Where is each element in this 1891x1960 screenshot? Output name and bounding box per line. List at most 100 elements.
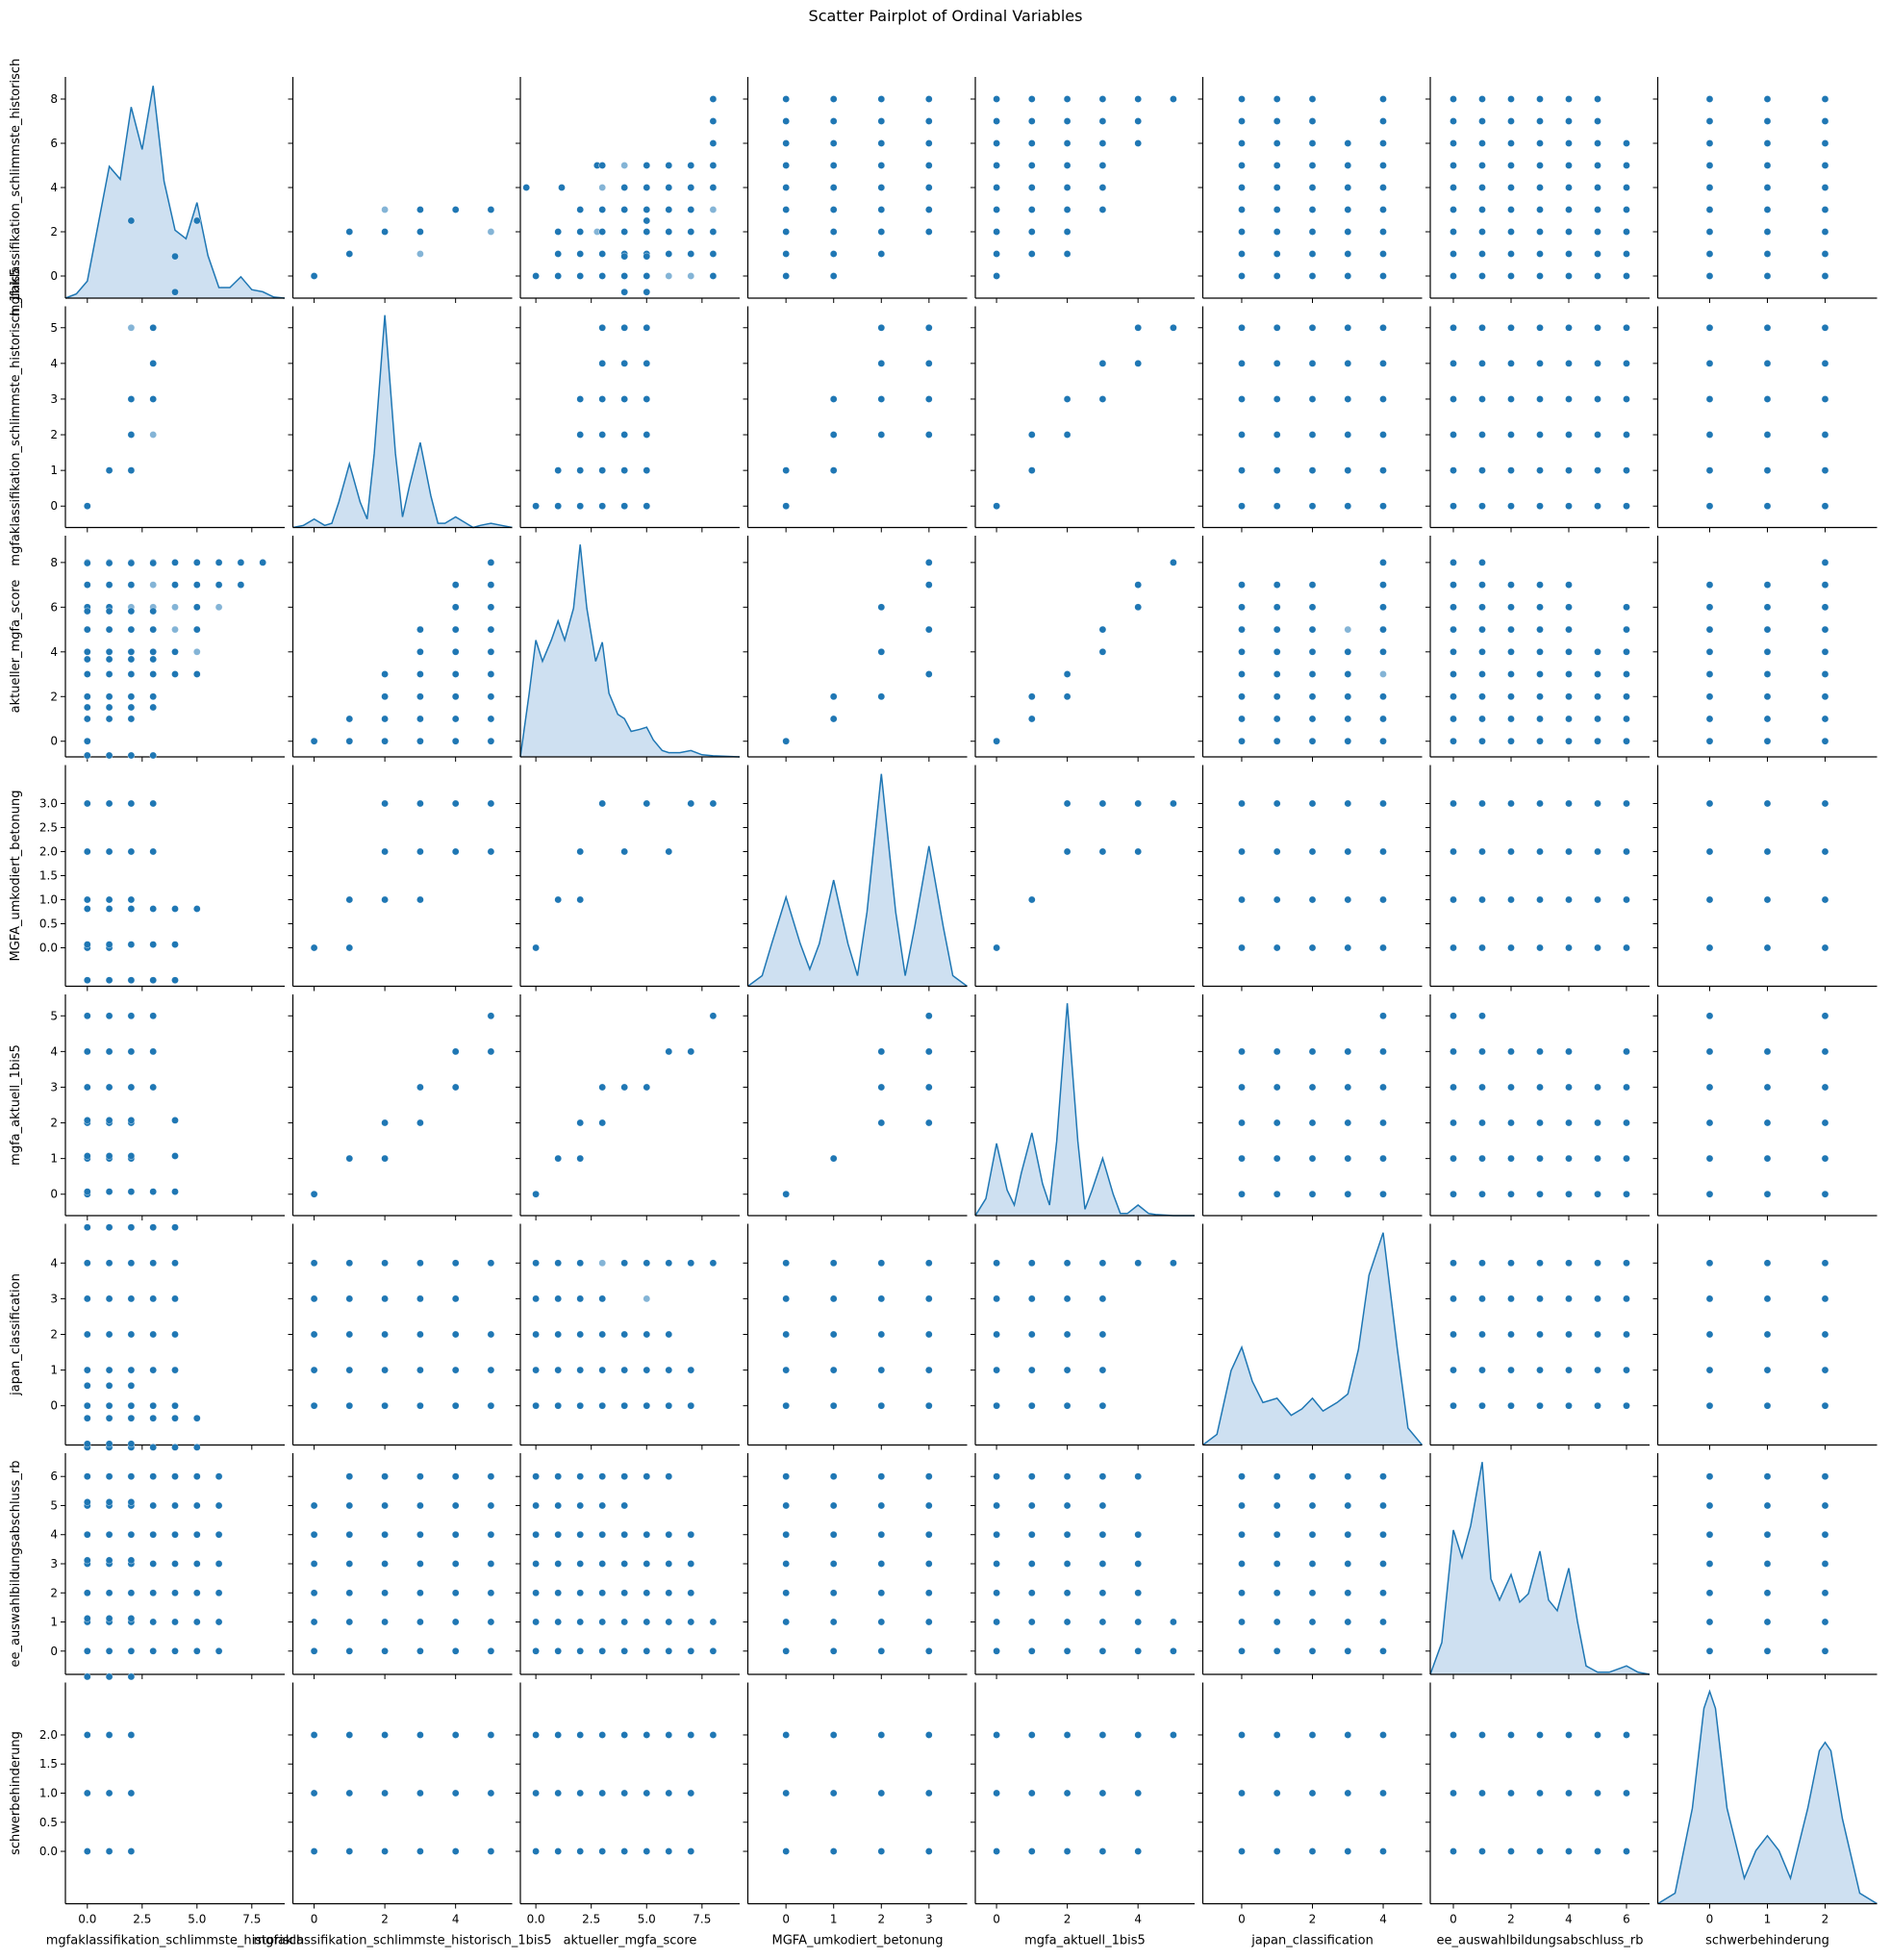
- scatter-point: [149, 905, 157, 913]
- scatter-point: [1098, 139, 1107, 147]
- scatter-point: [84, 1294, 91, 1303]
- scatter-point: [1821, 184, 1829, 191]
- scatter-point: [1028, 95, 1036, 103]
- scatter-point: [1344, 625, 1352, 634]
- kde-line-1: [292, 314, 513, 529]
- x-tick-label: 0: [1450, 1913, 1457, 1926]
- scatter-point: [1238, 799, 1246, 808]
- scatter-point: [1565, 1789, 1573, 1797]
- scatter-point: [665, 228, 673, 236]
- scatter-point: [149, 1223, 157, 1231]
- scatter-point: [687, 1366, 695, 1374]
- scatter-point: [105, 1472, 113, 1480]
- scatter-point: [1450, 943, 1457, 952]
- scatter-point: [1308, 1560, 1317, 1568]
- scatter-point: [1821, 670, 1829, 678]
- scatter-point: [643, 288, 651, 296]
- scatter-point: [1821, 139, 1829, 147]
- scatter-point: [127, 1401, 136, 1410]
- subplot-1-5: [1198, 306, 1423, 533]
- scatter-point: [665, 1401, 673, 1410]
- scatter-point: [345, 1330, 354, 1339]
- scatter-point: [1063, 1789, 1072, 1797]
- scatter-point: [877, 395, 886, 403]
- scatter-point: [345, 1401, 354, 1410]
- scatter-point: [620, 1618, 629, 1626]
- scatter-point: [877, 1731, 886, 1739]
- scatter-point: [598, 228, 607, 236]
- scatter-point: [576, 1472, 585, 1480]
- scatter-point: [576, 895, 585, 904]
- scatter-point: [829, 431, 838, 439]
- scatter-point: [84, 976, 91, 985]
- scatter-point: [84, 1440, 91, 1448]
- scatter-point: [1063, 117, 1072, 125]
- scatter-point: [416, 1294, 424, 1303]
- scatter-point: [1450, 206, 1457, 214]
- scatter-point: [487, 737, 495, 745]
- scatter-point: [105, 799, 113, 808]
- scatter-point: [127, 1440, 136, 1448]
- scatter-point: [171, 1401, 179, 1410]
- scatter-point: [1308, 799, 1317, 808]
- scatter-point: [1273, 895, 1281, 904]
- scatter-point: [1308, 1118, 1317, 1127]
- scatter-point: [127, 1366, 136, 1374]
- scatter-point: [214, 581, 223, 589]
- scatter-point: [993, 1847, 1000, 1855]
- y-axis-label: mgfa_aktuell_1bis5: [9, 1044, 23, 1166]
- scatter-point: [709, 1618, 718, 1626]
- scatter-point: [665, 1847, 673, 1855]
- scatter-point: [1821, 117, 1829, 125]
- scatter-point: [1273, 715, 1281, 723]
- scatter-point: [1450, 670, 1457, 678]
- scatter-point: [829, 1530, 838, 1539]
- scatter-point: [1170, 559, 1177, 566]
- scatter-point: [709, 139, 718, 147]
- scatter-point: [1308, 670, 1317, 678]
- scatter-point: [643, 323, 651, 332]
- scatter-point: [576, 1330, 585, 1339]
- scatter-point: [149, 1414, 157, 1422]
- scatter-point: [1098, 1259, 1107, 1268]
- scatter-point: [1308, 1530, 1317, 1539]
- scatter-point: [1344, 1647, 1352, 1655]
- scatter-point: [993, 1472, 1000, 1480]
- scatter-point: [1763, 1530, 1772, 1539]
- scatter-point: [665, 1560, 673, 1568]
- x-tick-label: 2: [381, 1913, 389, 1926]
- scatter-point: [1379, 95, 1387, 103]
- scatter-point: [127, 692, 136, 701]
- scatter-point: [925, 1366, 933, 1374]
- y-tick-label: 2: [50, 225, 58, 239]
- scatter-point: [620, 1330, 629, 1339]
- scatter-point: [1273, 228, 1281, 236]
- scatter-point: [1565, 1047, 1573, 1056]
- scatter-point: [829, 162, 838, 169]
- scatter-point: [1594, 1847, 1601, 1855]
- scatter-point: [687, 1530, 695, 1539]
- scatter-point: [665, 1789, 673, 1797]
- x-tick-label: 2: [1064, 1913, 1072, 1926]
- subplot-1-1: [288, 306, 513, 533]
- scatter-point: [1763, 648, 1772, 656]
- subplot-3-6: [1425, 765, 1650, 992]
- scatter-point: [84, 1530, 91, 1539]
- scatter-point: [1821, 603, 1829, 612]
- scatter-point: [1594, 943, 1601, 952]
- scatter-point: [829, 1647, 838, 1655]
- scatter-point: [416, 1501, 424, 1510]
- subplot-1-3: [743, 306, 968, 533]
- scatter-point: [1507, 1401, 1515, 1410]
- scatter-point: [171, 625, 179, 634]
- x-tick-label: 0: [311, 1913, 318, 1926]
- scatter-point: [1821, 943, 1829, 952]
- scatter-point: [1238, 603, 1246, 612]
- scatter-point: [1507, 715, 1515, 723]
- scatter-point: [1705, 625, 1714, 634]
- scatter-point: [1063, 162, 1072, 169]
- scatter-point: [782, 228, 791, 236]
- scatter-point: [877, 228, 886, 236]
- scatter-point: [598, 1847, 607, 1855]
